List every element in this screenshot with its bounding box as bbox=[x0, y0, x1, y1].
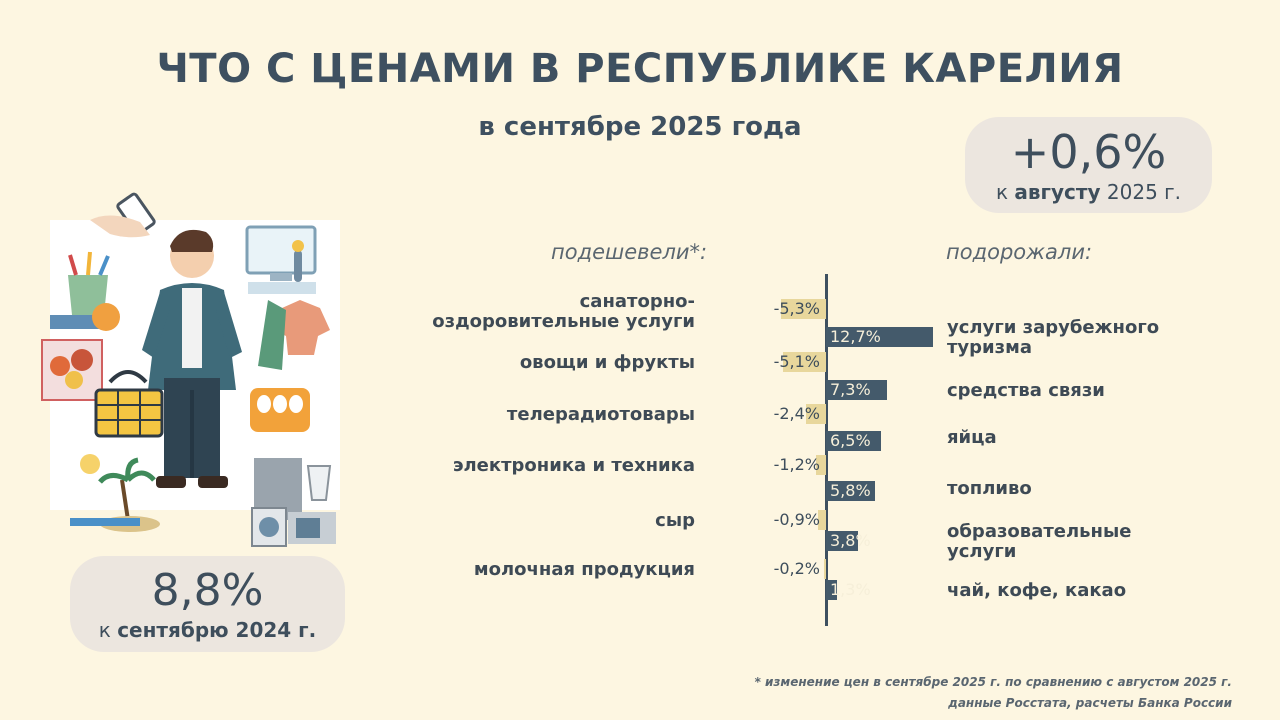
category-label-cheaper-2: телерадиотовары bbox=[506, 404, 695, 425]
value-label-cheaper-2: -2,4% bbox=[773, 404, 820, 423]
monthly-change-caption: к августу 2025 г. bbox=[965, 181, 1212, 203]
annual-change-caption: к сентябрю 2024 г. bbox=[70, 618, 345, 642]
bar-pricier-5 bbox=[826, 580, 837, 600]
category-label-cheaper-3: электроника и техника bbox=[452, 455, 695, 476]
clothes-icon bbox=[258, 300, 330, 370]
value-label-cheaper-3: -1,2% bbox=[773, 455, 820, 474]
footnote: * изменение цен в сентябре 2025 г. по ср… bbox=[754, 675, 1232, 710]
monthly-change-badge: +0,6% к августу 2025 г. bbox=[965, 117, 1212, 213]
category-label-pricier-4: образовательные услуги bbox=[947, 521, 1132, 562]
category-label-pricier-1: средства связи bbox=[947, 380, 1105, 401]
monthly-caption-bold: августу bbox=[1014, 180, 1101, 204]
bar-pricier-1 bbox=[826, 380, 888, 400]
category-label-pricier-3: топливо bbox=[947, 478, 1032, 499]
value-label-pricier-2: 6,5% bbox=[830, 431, 871, 450]
page-subtitle: в сентябре 2025 года bbox=[478, 112, 802, 142]
category-label-cheaper-4: сыр bbox=[655, 510, 695, 531]
value-label-cheaper-0: -5,3% bbox=[773, 299, 820, 318]
annual-caption-bold: сентябрю 2024 г. bbox=[117, 618, 317, 642]
appliances-icon bbox=[251, 458, 336, 547]
value-label-pricier-4: 3,8% bbox=[830, 531, 871, 550]
value-label-pricier-5: 1,3% bbox=[830, 580, 871, 599]
shopping-basket-icon bbox=[94, 370, 164, 438]
egg-carton-icon bbox=[250, 388, 310, 432]
monthly-caption-prefix: к bbox=[995, 180, 1015, 204]
person-icon bbox=[142, 229, 242, 488]
category-label-cheaper-1: овощи и фрукты bbox=[519, 352, 695, 373]
school-supplies-icon bbox=[50, 251, 120, 331]
annual-change-value: 8,8% bbox=[151, 565, 264, 616]
category-label-cheaper-0: санаторно- оздоровительные услуги bbox=[432, 291, 695, 332]
category-label-pricier-5: чай, кофе, какао bbox=[947, 580, 1127, 601]
value-label-cheaper-5: -0,2% bbox=[773, 559, 820, 578]
value-label-cheaper-1: -5,1% bbox=[773, 352, 820, 371]
value-label-pricier-0: 12,7% bbox=[830, 327, 881, 346]
bar-cheaper-4 bbox=[818, 510, 826, 530]
value-label-cheaper-4: -0,9% bbox=[773, 510, 820, 529]
bar-cheaper-3 bbox=[815, 455, 826, 475]
bar-pricier-0 bbox=[826, 327, 933, 347]
bar-cheaper-1 bbox=[783, 352, 826, 372]
bar-pricier-3 bbox=[826, 481, 875, 501]
category-label-pricier-2: яйца bbox=[947, 427, 997, 448]
sun-icon bbox=[80, 454, 100, 474]
annual-change-badge: 8,8% к сентябрю 2024 г. bbox=[70, 556, 345, 652]
page-title: ЧТО С ЦЕНАМИ В РЕСПУБЛИКЕ КАРЕЛИЯ bbox=[156, 46, 1124, 92]
bar-pricier-2 bbox=[826, 431, 881, 451]
phone-hand-icon bbox=[90, 192, 156, 238]
grocery-stand-icon bbox=[41, 339, 103, 401]
bar-cheaper-2 bbox=[805, 404, 826, 424]
shopper-illustration bbox=[41, 192, 340, 547]
category-label-cheaper-5: молочная продукция bbox=[473, 559, 695, 580]
bar-cheaper-5 bbox=[824, 559, 826, 579]
category-label-pricier-0: услуги зарубежного туризма bbox=[947, 317, 1160, 358]
cheaper-header: подешевели*: bbox=[551, 240, 708, 264]
annual-caption-prefix: к bbox=[98, 618, 118, 642]
bar-pricier-4 bbox=[826, 531, 858, 551]
value-label-pricier-1: 7,3% bbox=[830, 380, 871, 399]
pricier-header: подорожали: bbox=[946, 240, 1093, 264]
bar-cheaper-0 bbox=[781, 299, 826, 319]
value-label-pricier-3: 5,8% bbox=[830, 481, 871, 500]
monthly-caption-suffix: 2025 г. bbox=[1100, 180, 1182, 204]
palm-island-icon bbox=[70, 457, 160, 532]
monthly-change-value: +0,6% bbox=[1010, 125, 1167, 179]
tv-microphone-icon bbox=[245, 225, 317, 294]
